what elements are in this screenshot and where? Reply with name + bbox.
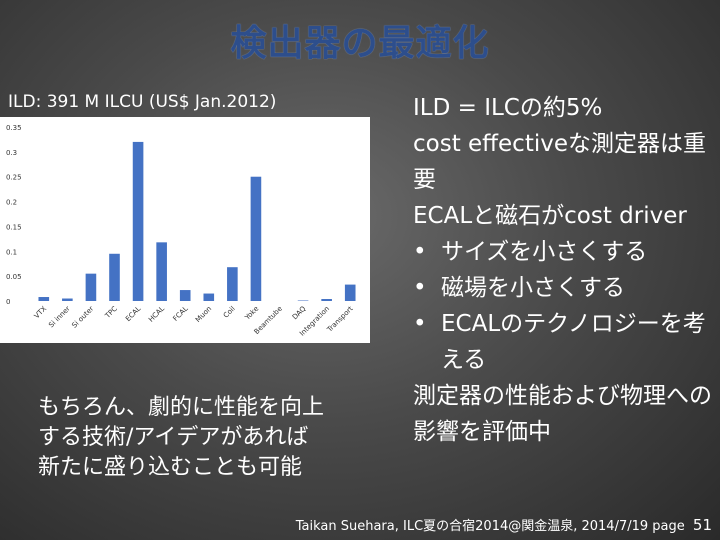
bar (132, 141, 144, 301)
left-note-line: もちろん、劇的に性能を向上 (38, 395, 325, 420)
bar (179, 290, 191, 301)
bar (62, 298, 73, 301)
y-tick-label: 0.1 (6, 248, 17, 256)
bar (109, 253, 120, 301)
x-tick-label: Yoke (243, 305, 261, 323)
bullet-marker: • (413, 311, 427, 337)
bullet-item: • 磁場を小さくする (413, 270, 713, 306)
slide-title: 検出器の最適化 (230, 23, 490, 64)
x-tick-label: ECAL (124, 305, 142, 323)
left-note: もちろん、劇的に性能を向上 する技術/アイデアがあれば 新たに盛り込むことも可能 (38, 393, 324, 483)
bar (344, 284, 356, 301)
bar (156, 242, 167, 301)
x-tick-label: Coil (222, 305, 237, 320)
bullet-item: • ECALのテクノロジーを考える (413, 306, 713, 378)
y-tick-label: 0.3 (6, 149, 17, 157)
right-text-line: ILD = ILCの約5% (413, 95, 603, 121)
right-text-block: ILD = ILCの約5% cost effectiveな測定器は重要 ECAL… (413, 90, 713, 450)
x-tick-label: TPC (103, 305, 119, 321)
y-tick-label: 0.35 (6, 124, 22, 132)
bar (203, 293, 215, 301)
x-tick-label: Si outer (70, 305, 95, 330)
bar (250, 176, 262, 301)
bullet-list: • サイズを小さくする • 磁場を小さくする • ECALのテクノロジーを考える (413, 234, 713, 378)
x-tick-label: Si inner (47, 305, 72, 330)
bullet-text: サイズを小さくする (441, 239, 648, 265)
bullet-text: 磁場を小さくする (441, 275, 625, 301)
page-label: page (652, 519, 685, 534)
right-text-line: cost effectiveな測定器は重要 (413, 131, 706, 193)
y-tick-label: 0.2 (6, 199, 17, 207)
footer-text: Taikan Suehara, ILC夏の合宿2014@関金温泉, 2014/7… (295, 519, 649, 534)
y-tick-label: 0.25 (6, 174, 22, 182)
footer: Taikan Suehara, ILC夏の合宿2014@関金温泉, 2014/7… (0, 515, 712, 534)
bullet-text: ECALのテクノロジーを考える (441, 311, 706, 373)
right-text-line: ECALと磁石がcost driver (413, 203, 687, 229)
cost-bar-chart-svg: 0 0.05 0.1 0.15 0.2 0.25 0.3 0.35 VTX Si innerSi … (6, 124, 356, 338)
x-tick-label: DAQ (291, 304, 308, 321)
y-tick-label: 0 (6, 298, 10, 306)
bullet-marker: • (413, 239, 427, 265)
right-text-line: 測定器の性能および物理への影響を評価中 (413, 383, 712, 445)
y-tick-label: 0.05 (6, 273, 22, 281)
chart-subtitle: ILD: 391 M ILCU (US$ Jan.2012) (8, 92, 277, 112)
bar (321, 299, 332, 301)
bar (38, 297, 50, 301)
bar (85, 273, 97, 301)
bullet-marker: • (413, 275, 427, 301)
bar (227, 267, 238, 301)
cost-bar-chart: 0 0.05 0.1 0.15 0.2 0.25 0.3 0.35 VTX Si inner Si … (0, 117, 370, 343)
x-tick-label: VTX (33, 305, 49, 321)
x-tick-label: HCAL (147, 305, 166, 324)
bullet-item: • サイズを小さくする (413, 234, 713, 270)
left-note-line: 新たに盛り込むことも可能 (38, 455, 303, 480)
x-tick-label: FCAL (172, 305, 190, 323)
left-note-line: する技術/アイデアがあれば (38, 425, 309, 450)
y-tick-label: 0.15 (6, 223, 22, 231)
page-number: 51 (692, 516, 712, 534)
x-tick-label: Muon (194, 305, 213, 324)
